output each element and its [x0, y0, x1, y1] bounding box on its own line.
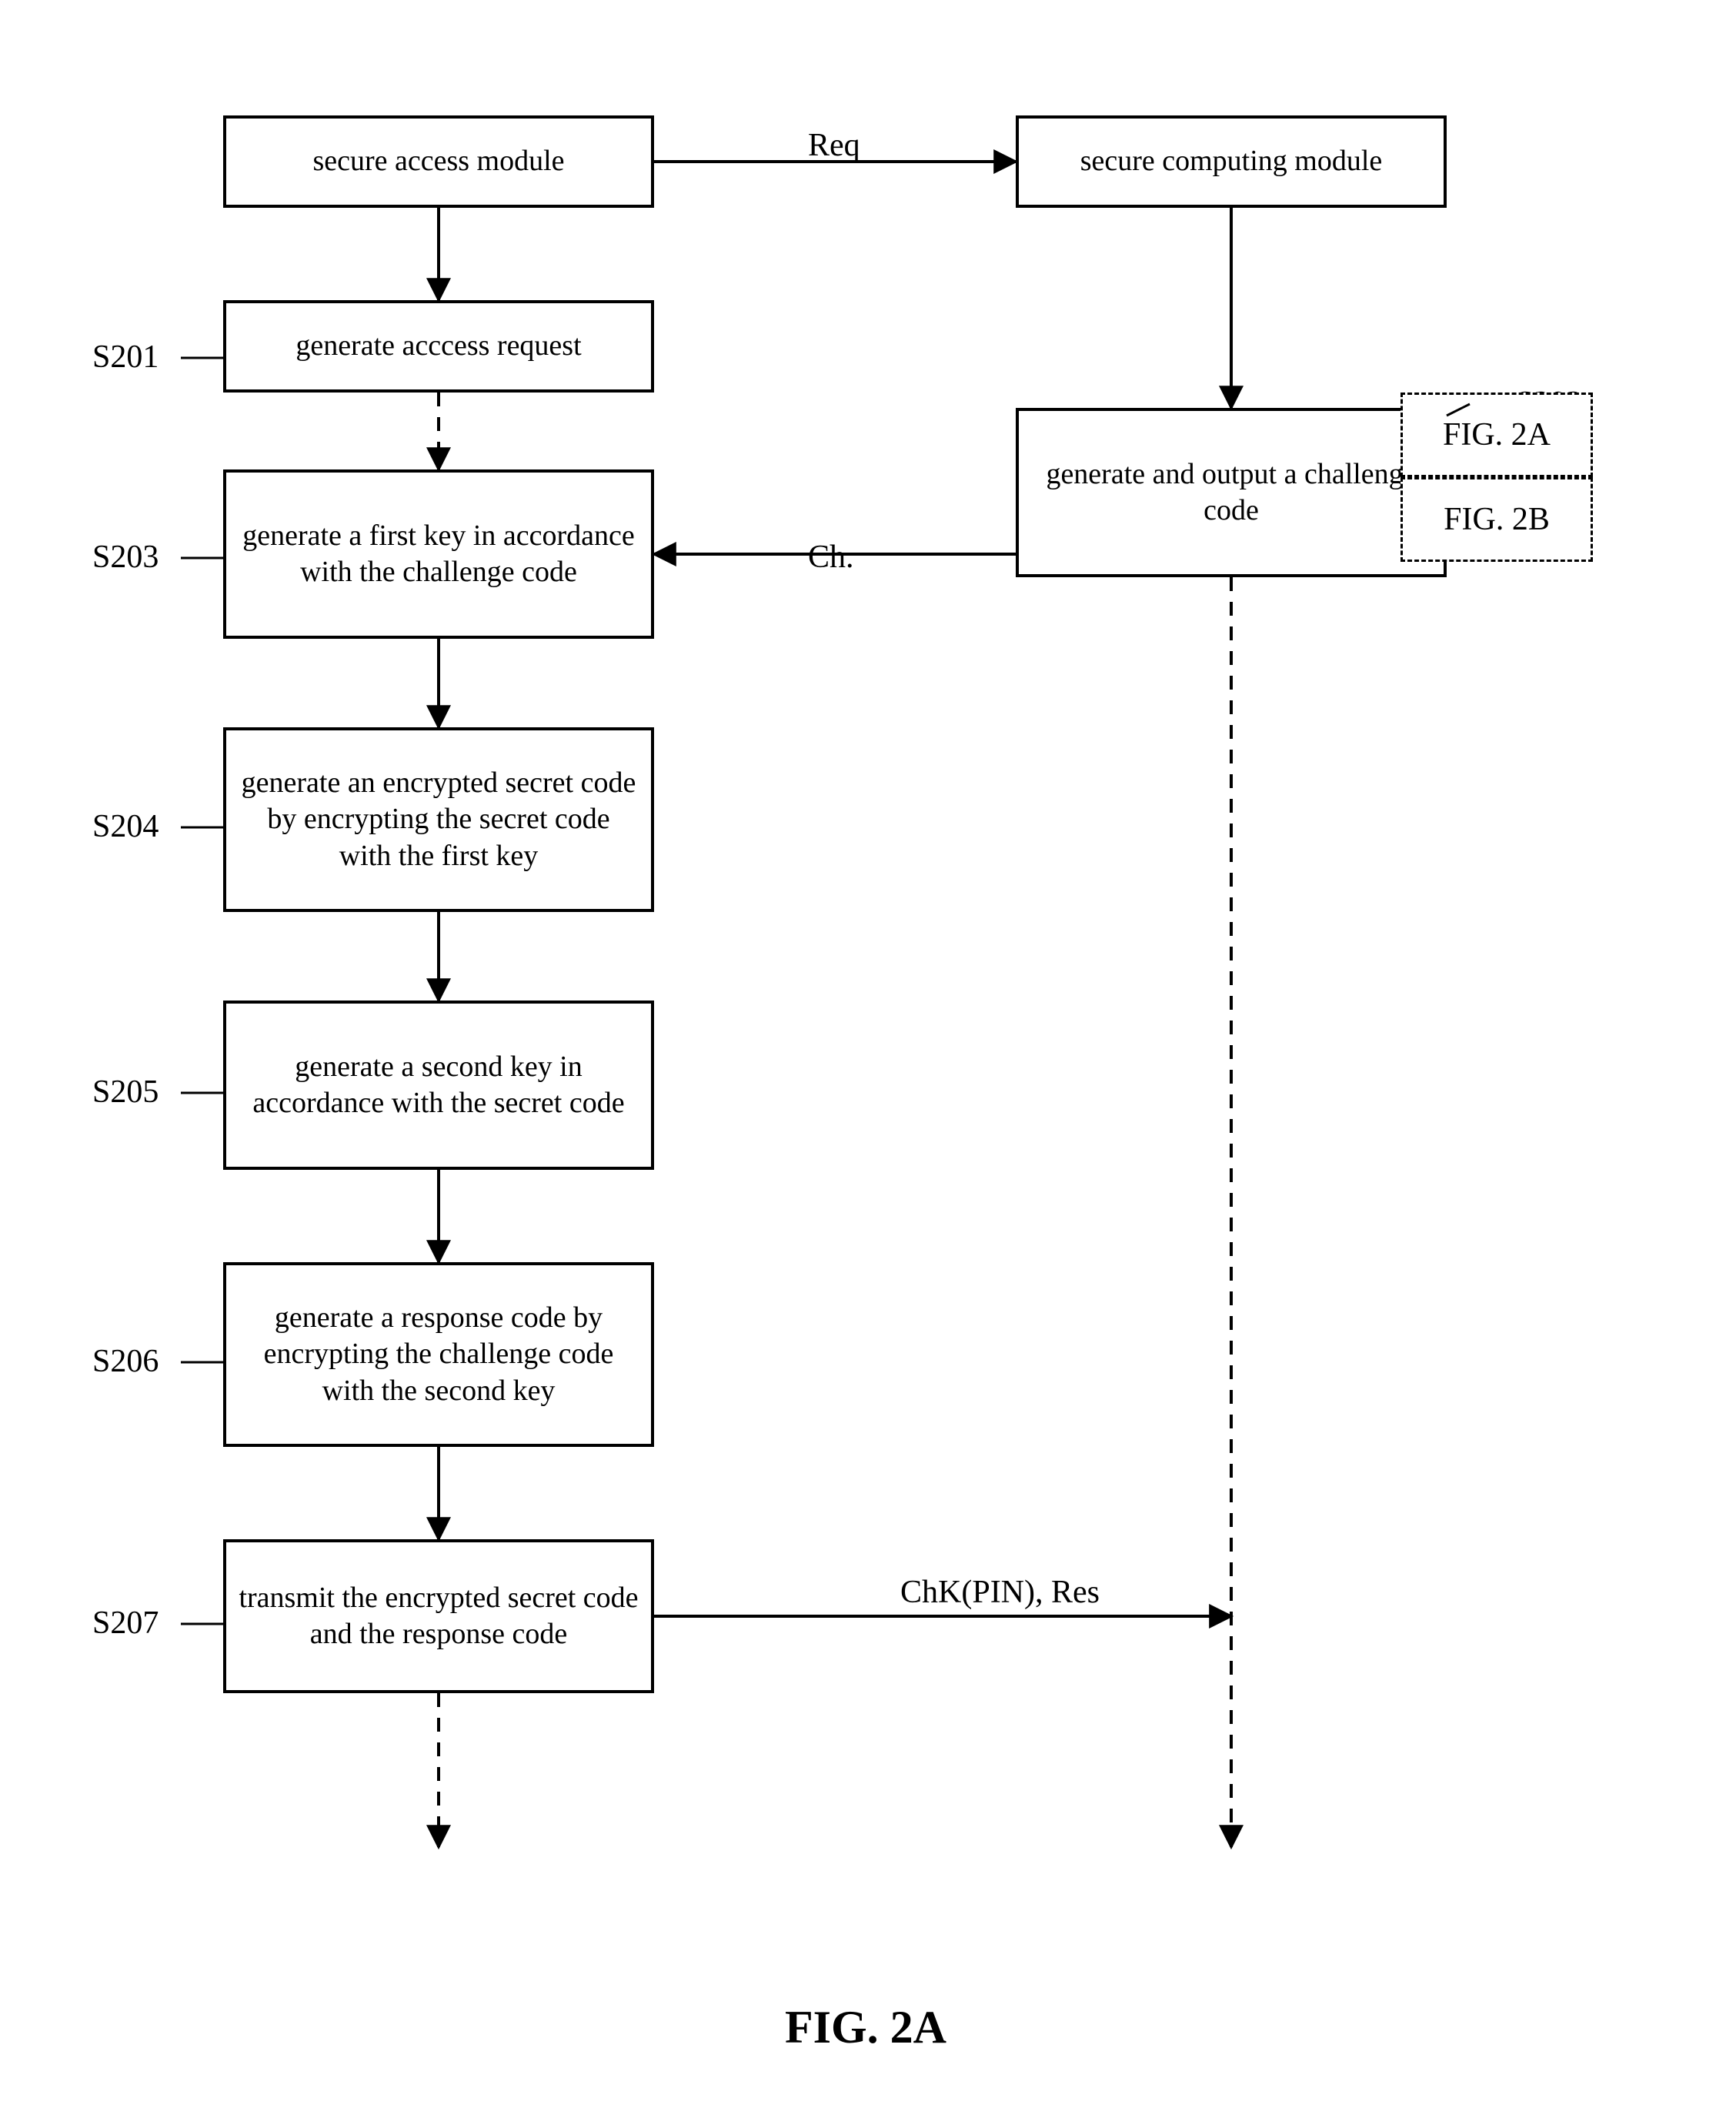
node-s203: generate a first key in accordance with … [223, 469, 654, 639]
node-s204-text: generate an encrypted secret code by enc… [239, 765, 639, 875]
node-s207-text: transmit the encrypted secret code and t… [239, 1580, 639, 1653]
label-s201: S201 [92, 339, 159, 376]
label-s206: S206 [92, 1343, 159, 1380]
node-s203-text: generate a first key in accordance with … [239, 518, 639, 591]
node-s202-text: generate and output a challenge code [1031, 456, 1431, 530]
label-s205: S205 [92, 1074, 159, 1111]
label-s204: S204 [92, 808, 159, 845]
legend-fig2a-text: FIG. 2A [1443, 416, 1551, 453]
legend-fig2a: FIG. 2A [1400, 393, 1593, 477]
node-s206-text: generate a response code by encrypting t… [239, 1300, 639, 1410]
header-secure-access-module: secure access module [223, 115, 654, 208]
header-secure-computing-module: secure computing module [1016, 115, 1447, 208]
edge-label-req: Req [808, 127, 860, 164]
node-s205: generate a second key in accordance with… [223, 1001, 654, 1170]
node-s201: generate acccess request [223, 300, 654, 393]
label-s207: S207 [92, 1605, 159, 1642]
header-right-text: secure computing module [1080, 143, 1383, 180]
edge-label-chk: ChK(PIN), Res [900, 1574, 1100, 1611]
figure-title: FIG. 2A [785, 2001, 946, 2054]
node-s204: generate an encrypted secret code by enc… [223, 727, 654, 912]
node-s207: transmit the encrypted secret code and t… [223, 1539, 654, 1693]
node-s202: generate and output a challenge code [1016, 408, 1447, 577]
legend-fig2b-text: FIG. 2B [1444, 501, 1550, 538]
node-s201-text: generate acccess request [295, 328, 581, 365]
legend-fig2b: FIG. 2B [1400, 477, 1593, 562]
node-s205-text: generate a second key in accordance with… [239, 1049, 639, 1122]
edge-label-ch: Ch. [808, 539, 854, 576]
node-s206: generate a response code by encrypting t… [223, 1262, 654, 1447]
label-s203: S203 [92, 539, 159, 576]
header-left-text: secure access module [312, 143, 564, 180]
